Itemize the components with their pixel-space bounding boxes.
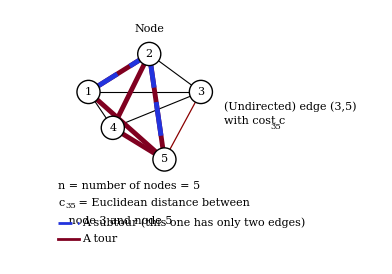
Text: node 3 and node 5: node 3 and node 5 — [58, 216, 172, 226]
Text: 2: 2 — [146, 49, 153, 59]
Text: = Euclidean distance between: = Euclidean distance between — [75, 198, 250, 209]
Text: c: c — [58, 198, 64, 209]
Ellipse shape — [189, 80, 212, 104]
Ellipse shape — [77, 80, 100, 104]
Text: 1: 1 — [85, 87, 92, 97]
Ellipse shape — [138, 42, 161, 65]
Text: 35: 35 — [271, 123, 281, 131]
Ellipse shape — [153, 148, 176, 171]
Text: with cost c: with cost c — [224, 116, 285, 127]
Text: A tour: A tour — [82, 234, 118, 244]
Text: 4: 4 — [109, 123, 116, 133]
Text: 5: 5 — [161, 155, 168, 164]
Text: A subtour (this one has only two edges): A subtour (this one has only two edges) — [82, 218, 306, 228]
Text: Node: Node — [134, 24, 164, 34]
Ellipse shape — [101, 116, 124, 139]
Text: 35: 35 — [66, 202, 76, 210]
Text: 3: 3 — [197, 87, 205, 97]
Text: (Undirected) edge (3,5): (Undirected) edge (3,5) — [224, 101, 356, 112]
Text: n = number of nodes = 5: n = number of nodes = 5 — [58, 181, 200, 190]
